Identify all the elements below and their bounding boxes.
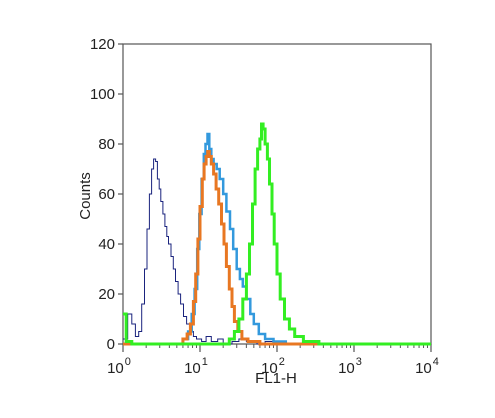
- x-tick-label: 103: [338, 356, 362, 377]
- y-tick-label: 0: [107, 336, 115, 353]
- y-tick-label: 40: [98, 236, 115, 253]
- y-tick-label: 60: [98, 186, 115, 203]
- x-tick-label: 100: [107, 356, 131, 377]
- x-tick-base: 10: [415, 360, 432, 377]
- x-tick-exponent: 0: [125, 356, 131, 368]
- x-tick-base: 10: [261, 360, 278, 377]
- x-tick-exponent: 4: [433, 356, 439, 368]
- x-tick-base: 10: [184, 360, 201, 377]
- x-tick-label: 104: [415, 356, 439, 377]
- plot-frame: [122, 43, 432, 345]
- y-axis-ticks: 0 20 40 60 80 100 120: [90, 36, 123, 353]
- y-tick-label: 120: [90, 36, 115, 53]
- histogram-series-4: [123, 122, 431, 346]
- y-tick-label: 80: [98, 136, 115, 153]
- y-tick-label: 100: [90, 86, 115, 103]
- x-tick-exponent: 3: [356, 356, 362, 368]
- x-tick-base: 10: [107, 360, 124, 377]
- histogram-series-3: [123, 150, 431, 346]
- x-tick-label: 101: [184, 356, 208, 377]
- series-layer: [123, 122, 431, 346]
- x-axis-label: FL1-H: [255, 370, 297, 387]
- x-tick-base: 10: [338, 360, 355, 377]
- histogram-series-2: [123, 132, 431, 346]
- y-axis-label: Counts: [77, 172, 94, 220]
- x-axis-ticks: 100 101 102 103 104: [107, 344, 439, 377]
- x-tick-exponent: 1: [202, 356, 208, 368]
- y-tick-label: 20: [98, 286, 115, 303]
- x-tick-label: 102: [261, 356, 285, 377]
- x-tick-exponent: 2: [279, 356, 285, 368]
